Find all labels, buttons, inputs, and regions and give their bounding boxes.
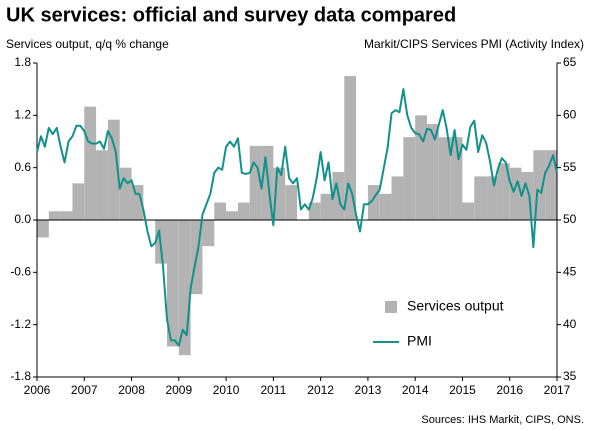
bar <box>450 137 463 220</box>
bar <box>131 185 144 220</box>
bar <box>249 145 262 220</box>
legend-label: PMI <box>407 333 432 349</box>
bar <box>391 176 404 220</box>
bar <box>96 150 108 220</box>
bar <box>308 202 321 220</box>
y2-tick-label: 45 <box>563 265 577 279</box>
bar <box>178 220 191 356</box>
bar <box>462 202 475 220</box>
bar <box>379 193 392 220</box>
x-tick-label: 2009 <box>165 383 192 397</box>
y-tick-label: 1.2 <box>14 108 31 122</box>
bar <box>285 185 297 220</box>
bar <box>509 167 522 220</box>
bar <box>367 185 380 220</box>
y-axis-title: Services output, q/q % change <box>6 37 169 51</box>
bar <box>486 176 498 220</box>
y-tick-label: 0.6 <box>14 160 31 174</box>
chart-title: UK services: official and survey data co… <box>6 4 456 26</box>
bar <box>415 115 427 220</box>
x-tick-label: 2015 <box>449 383 476 397</box>
legend-label: Services output <box>407 298 504 314</box>
y-tick-label: 1.8 <box>14 55 31 69</box>
bar <box>202 220 215 247</box>
x-tick-label: 2007 <box>71 383 98 397</box>
bar <box>107 119 120 220</box>
bar <box>320 193 333 220</box>
bar <box>273 167 286 220</box>
y2-tick-label: 65 <box>563 55 577 69</box>
y2-tick-label: 50 <box>563 212 577 226</box>
x-tick-label: 2017 <box>544 383 571 397</box>
bar <box>60 211 73 220</box>
bar <box>214 202 227 220</box>
x-tick-label: 2008 <box>118 383 145 397</box>
bar <box>403 137 416 220</box>
bar <box>474 176 487 220</box>
bar <box>438 137 451 220</box>
y-tick-label: -1.8 <box>10 369 31 383</box>
x-tick-label: 2013 <box>355 383 382 397</box>
bar <box>344 76 357 220</box>
bar <box>48 211 61 220</box>
x-tick-label: 2014 <box>402 383 429 397</box>
bar <box>84 106 97 220</box>
x-tick-label: 2011 <box>260 383 286 397</box>
bar <box>37 220 49 238</box>
y-tick-label: -1.2 <box>10 317 31 331</box>
y2-tick-label: 40 <box>563 317 577 331</box>
x-tick-label: 2016 <box>496 383 523 397</box>
bar <box>427 124 439 220</box>
y2-tick-label: 60 <box>563 108 577 122</box>
legend-swatch <box>385 301 397 313</box>
bar <box>497 163 510 220</box>
pmi-line <box>36 88 558 347</box>
bar <box>72 183 85 220</box>
y2-tick-label: 55 <box>563 160 577 174</box>
x-tick-label: 2006 <box>24 383 51 397</box>
bar <box>237 202 250 220</box>
y2-tick-label: 35 <box>563 369 577 383</box>
x-tick-label: 2012 <box>307 383 334 397</box>
bar <box>119 167 132 220</box>
bar <box>167 220 179 347</box>
bar <box>545 150 557 220</box>
bar <box>521 172 534 220</box>
y-tick-label: 0.0 <box>14 212 31 226</box>
bar <box>226 211 238 220</box>
bar <box>533 150 546 220</box>
x-tick-label: 2010 <box>213 383 240 397</box>
y2-axis-title: Markit/CIPS Services PMI (Activity Index… <box>364 37 584 51</box>
source-note: Sources: IHS Markit, CIPS, ONS. <box>421 414 584 426</box>
y-tick-label: -0.6 <box>10 265 31 279</box>
